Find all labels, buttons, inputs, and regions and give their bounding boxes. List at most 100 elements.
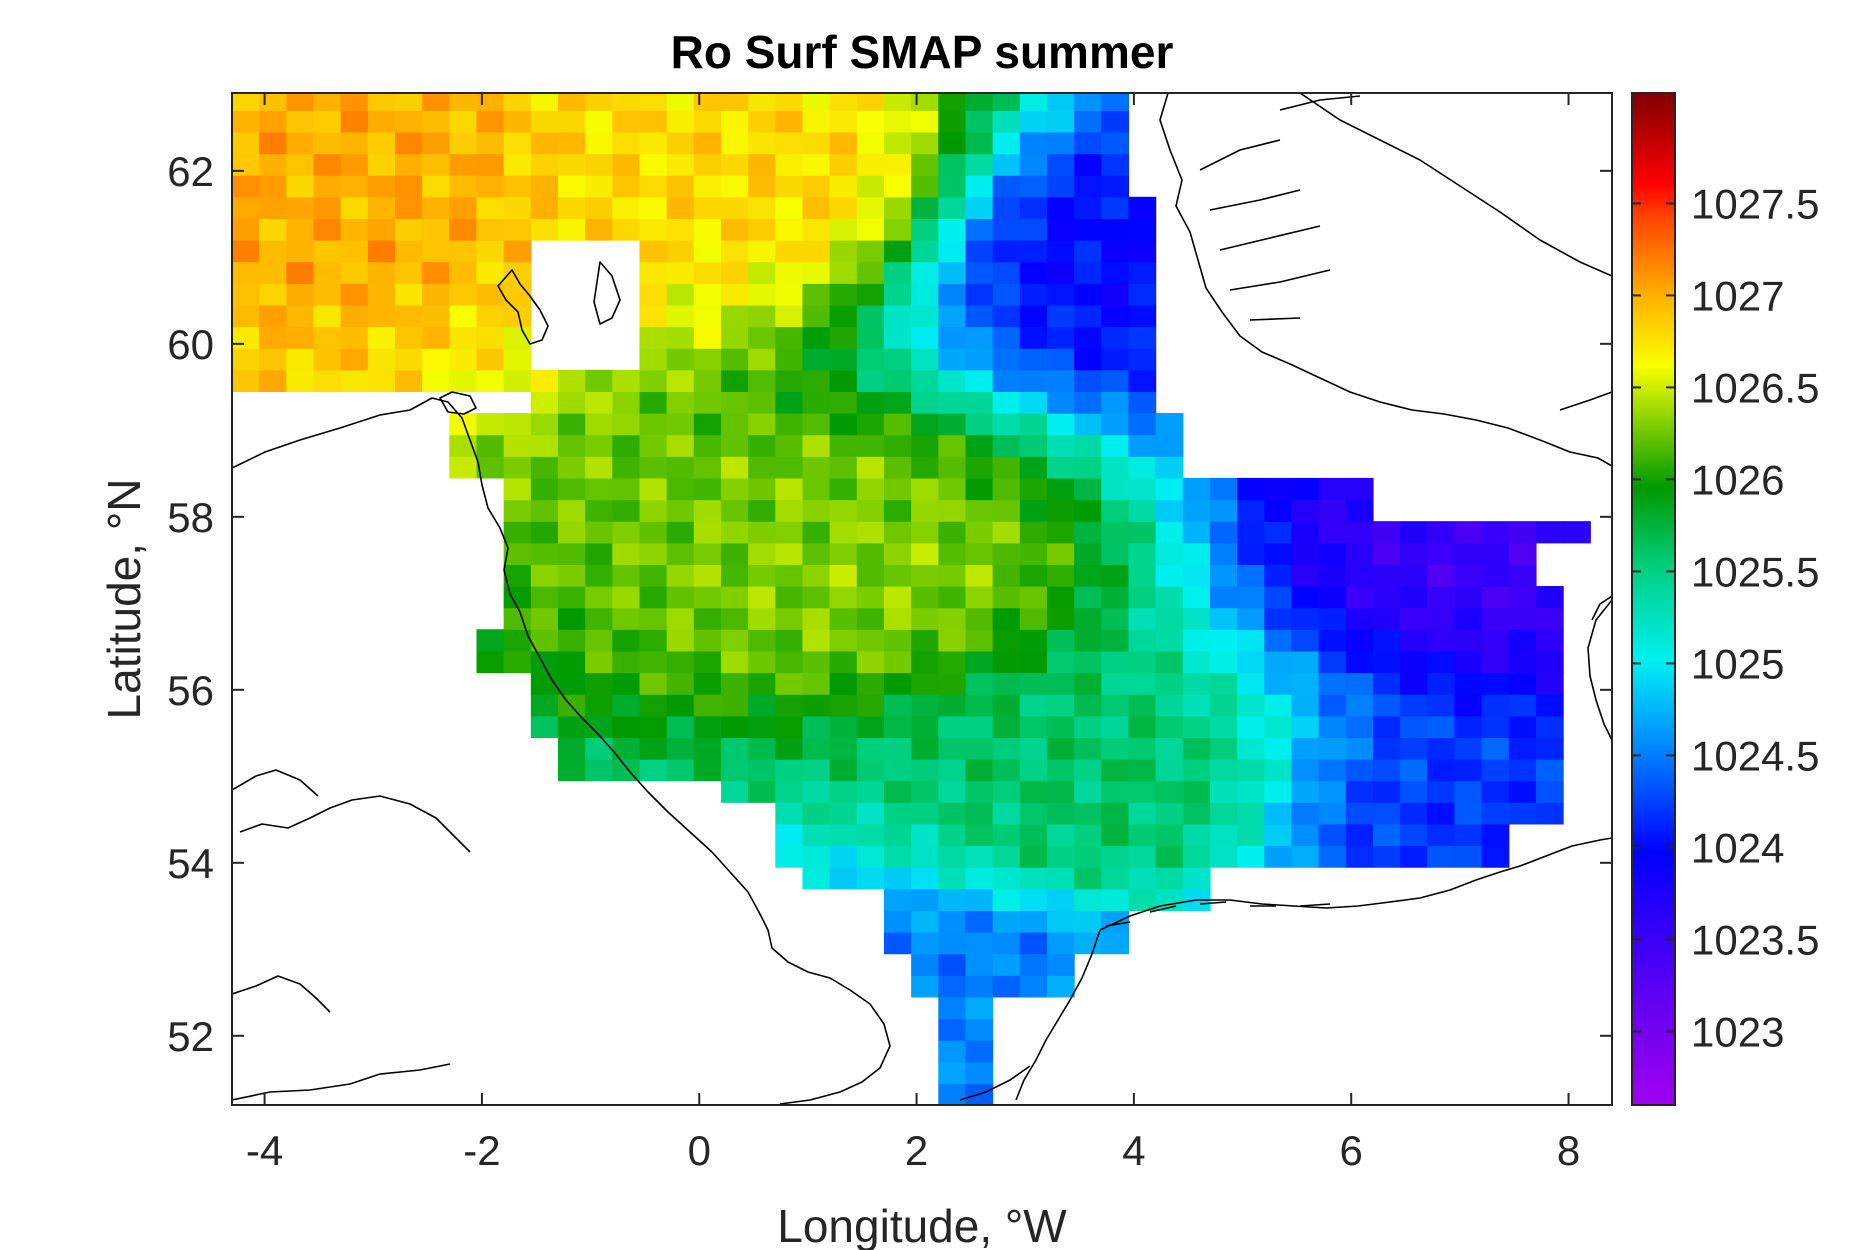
heatmap-cell: [720, 607, 749, 630]
colorbar-tick-label: 1027: [1691, 272, 1784, 319]
heatmap-cell: [965, 650, 994, 674]
heatmap-cell: [1318, 629, 1347, 652]
heatmap-cell: [720, 175, 749, 198]
heatmap-cell: [992, 456, 1021, 479]
heatmap-cell: [232, 283, 260, 306]
heatmap-cell: [422, 261, 450, 284]
heatmap-cell: [340, 304, 369, 328]
heatmap-cell: [1019, 196, 1048, 220]
heatmap-cell: [748, 564, 776, 587]
heatmap-cell: [259, 175, 287, 198]
heatmap-cell: [856, 131, 885, 155]
heatmap-cell: [1237, 672, 1265, 695]
heatmap-cell: [992, 672, 1021, 695]
heatmap-cell: [1345, 672, 1374, 695]
heatmap-cell: [639, 672, 668, 695]
heatmap-cell: [883, 542, 912, 565]
heatmap-cell: [775, 413, 804, 436]
heatmap-cell: [748, 261, 776, 284]
heatmap-cell: [693, 283, 722, 306]
heatmap-cell: [1209, 586, 1238, 609]
heatmap-cell: [1046, 261, 1075, 284]
heatmap-cell: [585, 93, 613, 111]
heatmap-cell: [1101, 110, 1130, 133]
heatmap-cell: [829, 93, 858, 111]
heatmap-cell: [1209, 499, 1238, 522]
heatmap-cell: [340, 131, 369, 155]
heatmap-cell: [1128, 499, 1157, 522]
heatmap-cell: [938, 867, 967, 890]
heatmap-cell: [748, 629, 776, 652]
heatmap-cell: [476, 413, 505, 436]
heatmap-cell: [503, 650, 532, 674]
heatmap-cell: [666, 110, 695, 133]
heatmap-cell: [313, 304, 342, 328]
heatmap-cell: [313, 261, 342, 284]
heatmap-cell: [1074, 932, 1102, 955]
heatmap-cell: [1400, 629, 1428, 652]
heatmap-cell: [367, 175, 396, 198]
heatmap-cell: [911, 542, 939, 565]
heatmap-cell: [1209, 759, 1238, 782]
heatmap-cell: [1508, 629, 1537, 652]
heatmap-cell: [503, 413, 532, 436]
heatmap-cell: [883, 93, 912, 111]
heatmap-cell: [1318, 672, 1347, 695]
heatmap-cell: [340, 240, 369, 263]
heatmap-cell: [938, 932, 967, 955]
heatmap-cell: [232, 261, 260, 284]
heatmap-cell: [1318, 607, 1347, 630]
heatmap-cell: [856, 93, 885, 111]
heatmap-cell: [1427, 542, 1456, 565]
heatmap-cell: [911, 456, 939, 479]
heatmap-cell: [1019, 93, 1048, 111]
heatmap-cell: [911, 694, 939, 717]
heatmap-cell: [1182, 521, 1211, 544]
heatmap-cell: [938, 1061, 967, 1084]
heatmap-cell: [883, 110, 912, 133]
heatmap-cell: [1155, 650, 1184, 674]
heatmap-cell: [1019, 975, 1048, 998]
heatmap-cell: [1427, 759, 1456, 782]
heatmap-cell: [1345, 802, 1374, 825]
heatmap-cell: [1400, 802, 1428, 825]
heatmap-cell: [693, 759, 722, 782]
heatmap-cell: [856, 283, 885, 306]
heatmap-cell: [911, 737, 939, 760]
heatmap-cell: [1264, 499, 1293, 522]
heatmap-cell: [666, 261, 695, 284]
heatmap-cell: [1046, 175, 1075, 198]
heatmap-cell: [1046, 499, 1075, 522]
heatmap-cell: [232, 218, 260, 241]
heatmap-cell: [748, 218, 776, 241]
heatmap-cell: [367, 110, 396, 133]
heatmap-cell: [585, 218, 613, 241]
heatmap-cell: [259, 261, 287, 284]
heatmap-cell: [829, 607, 858, 630]
heatmap-cell: [1400, 521, 1428, 544]
heatmap-cell: [992, 240, 1021, 263]
heatmap-cell: [394, 218, 423, 241]
heatmap-cell: [992, 131, 1021, 155]
heatmap-cell: [1345, 823, 1374, 847]
heatmap-cell: [1291, 650, 1320, 674]
heatmap-cell: [1101, 802, 1130, 825]
heatmap-cell: [1481, 694, 1510, 717]
heatmap-cell: [938, 542, 967, 565]
heatmap-cell: [422, 131, 450, 155]
heatmap-cell: [748, 607, 776, 630]
x-axis-label: Longitude, °W: [777, 1200, 1067, 1250]
heatmap-cell: [585, 196, 613, 220]
heatmap-cell: [1427, 521, 1456, 544]
heatmap-cell: [992, 650, 1021, 674]
heatmap-cell: [1318, 586, 1347, 609]
heatmap-cell: [802, 196, 831, 220]
heatmap-cell: [1454, 650, 1483, 674]
heatmap-cell: [1046, 888, 1075, 911]
heatmap-cell: [883, 175, 912, 198]
heatmap-cell: [829, 867, 858, 890]
heatmap-cell: [557, 650, 586, 674]
heatmap-cell: [829, 348, 858, 371]
heatmap-cell: [1427, 694, 1456, 717]
x-tick-label: 4: [1122, 1127, 1145, 1174]
